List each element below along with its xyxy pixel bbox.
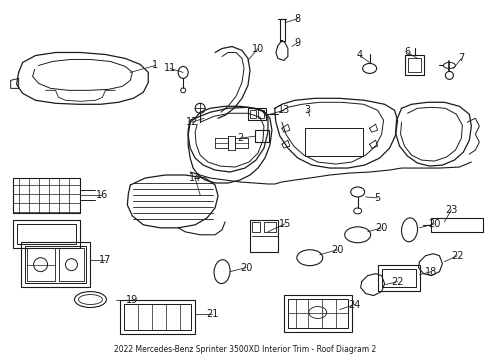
Text: 3: 3 <box>305 105 311 115</box>
Text: 18: 18 <box>425 267 438 276</box>
Bar <box>305 128 363 156</box>
Bar <box>13 178 80 213</box>
Text: 20: 20 <box>332 245 344 255</box>
Bar <box>24 246 86 283</box>
Bar <box>255 130 269 142</box>
Text: 23: 23 <box>445 205 458 215</box>
Bar <box>21 242 91 287</box>
Text: 2: 2 <box>237 133 243 143</box>
Bar <box>258 110 264 118</box>
Text: 12: 12 <box>186 117 198 127</box>
Text: 2022 Mercedes-Benz Sprinter 3500XD Interior Trim - Roof Diagram 2: 2022 Mercedes-Benz Sprinter 3500XD Inter… <box>114 345 376 354</box>
Text: 8: 8 <box>295 14 301 24</box>
Bar <box>26 248 54 280</box>
Text: 20: 20 <box>375 223 388 233</box>
Text: 22: 22 <box>392 276 404 287</box>
Bar <box>252 222 260 232</box>
Bar <box>284 294 352 332</box>
Bar <box>250 110 256 118</box>
Text: 10: 10 <box>252 44 264 54</box>
Text: 11: 11 <box>164 63 176 73</box>
Bar <box>17 224 76 244</box>
Bar <box>432 218 483 232</box>
Bar <box>408 58 421 72</box>
Text: 17: 17 <box>99 255 112 265</box>
Text: 21: 21 <box>206 310 218 319</box>
Text: 9: 9 <box>295 37 301 48</box>
Text: 5: 5 <box>374 193 381 203</box>
Bar <box>124 303 191 330</box>
Bar <box>121 300 195 334</box>
Text: 13: 13 <box>278 105 290 115</box>
Bar <box>58 248 84 280</box>
Bar <box>248 108 266 120</box>
Bar <box>382 269 416 287</box>
Bar <box>288 298 348 328</box>
Text: 22: 22 <box>451 251 464 261</box>
Text: 20: 20 <box>240 263 252 273</box>
Text: 6: 6 <box>404 48 411 58</box>
Text: 16: 16 <box>96 190 108 200</box>
Text: 19: 19 <box>126 294 139 305</box>
Text: 14: 14 <box>189 173 201 183</box>
Bar <box>378 265 419 291</box>
Text: 7: 7 <box>458 54 465 63</box>
Bar <box>280 19 285 41</box>
Bar <box>13 220 80 248</box>
Bar <box>264 222 276 232</box>
Text: 4: 4 <box>357 50 363 60</box>
Bar <box>405 55 424 75</box>
Text: 24: 24 <box>348 300 361 310</box>
Text: 20: 20 <box>428 219 441 229</box>
Text: 1: 1 <box>152 60 158 71</box>
Text: 15: 15 <box>279 219 291 229</box>
Bar <box>250 220 278 252</box>
